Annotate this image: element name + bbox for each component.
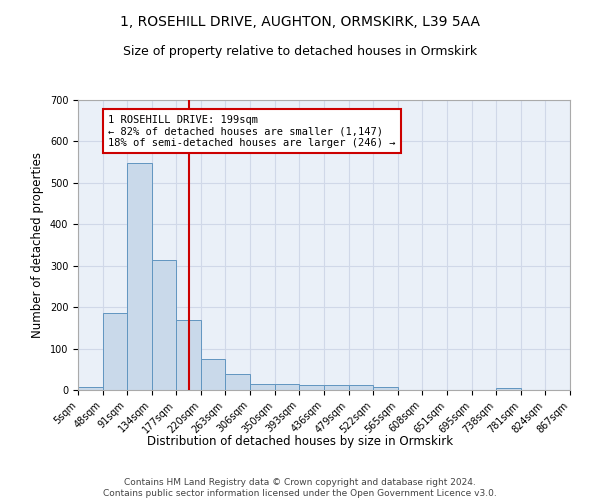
- Bar: [201, 359, 225, 390]
- Y-axis label: Number of detached properties: Number of detached properties: [31, 152, 44, 338]
- Text: Size of property relative to detached houses in Ormskirk: Size of property relative to detached ho…: [123, 45, 477, 58]
- Bar: [152, 260, 176, 390]
- Bar: [176, 320, 201, 390]
- Bar: [250, 384, 275, 390]
- Bar: [127, 164, 152, 390]
- Text: 1, ROSEHILL DRIVE, AUGHTON, ORMSKIRK, L39 5AA: 1, ROSEHILL DRIVE, AUGHTON, ORMSKIRK, L3…: [120, 15, 480, 29]
- Bar: [275, 384, 299, 390]
- Bar: [349, 386, 373, 390]
- Bar: [299, 386, 324, 390]
- Bar: [373, 387, 398, 390]
- Bar: [225, 374, 250, 390]
- Text: 1 ROSEHILL DRIVE: 199sqm
← 82% of detached houses are smaller (1,147)
18% of sem: 1 ROSEHILL DRIVE: 199sqm ← 82% of detach…: [108, 114, 396, 148]
- Text: Distribution of detached houses by size in Ormskirk: Distribution of detached houses by size …: [147, 435, 453, 448]
- Bar: [324, 386, 349, 390]
- Bar: [496, 388, 521, 390]
- Text: Contains HM Land Registry data © Crown copyright and database right 2024.
Contai: Contains HM Land Registry data © Crown c…: [103, 478, 497, 498]
- Bar: [103, 313, 127, 390]
- Bar: [78, 386, 103, 390]
